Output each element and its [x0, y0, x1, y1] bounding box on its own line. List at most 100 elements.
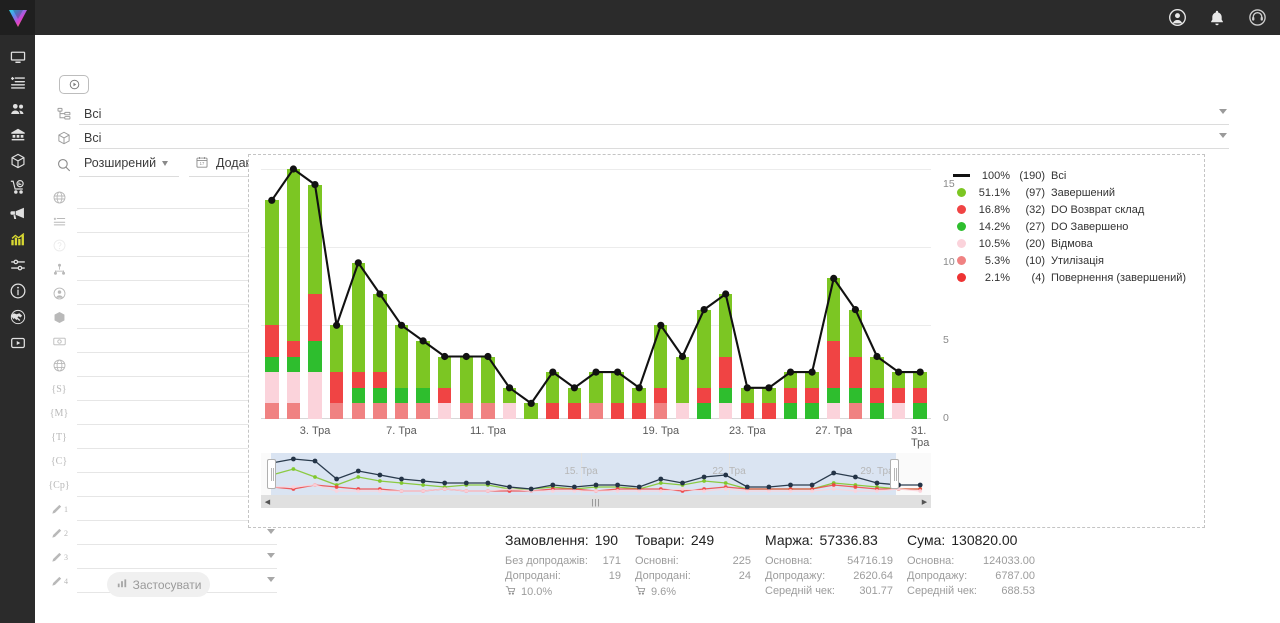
- bar-column[interactable]: [909, 169, 931, 419]
- bar-segment: [848, 403, 862, 419]
- chevron-down-icon[interactable]: [1219, 109, 1227, 114]
- support-headset-icon[interactable]: [1246, 7, 1268, 29]
- filter-select-8[interactable]: [53, 353, 277, 377]
- chevron-down-icon[interactable]: [1219, 133, 1227, 138]
- bar-column[interactable]: [412, 169, 434, 419]
- bar-column[interactable]: [758, 169, 780, 419]
- legend-item[interactable]: 2.1% (4) Повернення (завершений): [949, 269, 1199, 286]
- chevron-down-icon[interactable]: [267, 553, 275, 558]
- bar-column[interactable]: [693, 169, 715, 419]
- filter-select-5[interactable]: [53, 281, 277, 305]
- bar-column[interactable]: [866, 169, 888, 419]
- navigator-scrollbar[interactable]: ◀ ||| ▶: [261, 495, 931, 508]
- sidebar-item-cart-icon[interactable]: [0, 175, 35, 199]
- sidebar-item-monitor-icon[interactable]: [0, 45, 35, 69]
- filter-select-14[interactable]: 1: [52, 497, 277, 521]
- scrollbar-grip[interactable]: |||: [591, 498, 601, 507]
- bar-column[interactable]: [520, 169, 542, 419]
- filter-select-13[interactable]: {Cp}: [48, 473, 277, 497]
- bar-column[interactable]: [434, 169, 456, 419]
- sidebar-item-sliders-icon[interactable]: [0, 253, 35, 277]
- scrollbar-track[interactable]: |||: [274, 495, 918, 508]
- user-account-icon[interactable]: [1166, 7, 1188, 29]
- bar-segment: [848, 356, 862, 388]
- bar-column[interactable]: [564, 169, 586, 419]
- bar-column[interactable]: [499, 169, 521, 419]
- navigator-handle-right[interactable]: [890, 459, 899, 489]
- product-select[interactable]: Всі: [79, 127, 1229, 149]
- bar-column[interactable]: [736, 169, 758, 419]
- chevron-down-icon[interactable]: [267, 529, 275, 534]
- bar-column[interactable]: [628, 169, 650, 419]
- sidebar-item-list-icon[interactable]: [0, 71, 35, 95]
- hierarchy-select[interactable]: Всі: [79, 103, 1229, 125]
- legend-item[interactable]: 10.5% (20) Відмова: [949, 235, 1199, 252]
- bar-column[interactable]: [369, 169, 391, 419]
- summary-line-value: 301.77: [859, 585, 893, 597]
- bar-column[interactable]: [607, 169, 629, 419]
- bar-column[interactable]: [672, 169, 694, 419]
- hierarchy-value: Всі: [84, 106, 102, 121]
- chevron-down-icon[interactable]: [267, 577, 275, 582]
- bar-column[interactable]: [585, 169, 607, 419]
- navigator-date-label: 22. Тра: [712, 466, 746, 477]
- legend-count: (32): [1025, 203, 1045, 216]
- navigator-handle-left[interactable]: [267, 459, 276, 489]
- legend-item[interactable]: 5.3% (10) Утилізація: [949, 252, 1199, 269]
- bar-column[interactable]: [888, 169, 910, 419]
- bar-column[interactable]: [283, 169, 305, 419]
- filter-select-10[interactable]: {M}: [50, 401, 277, 425]
- filter-select-16[interactable]: 3: [52, 545, 277, 569]
- bar-column[interactable]: [801, 169, 823, 419]
- bar-column[interactable]: [780, 169, 802, 419]
- sidebar-item-handshake-icon[interactable]: [0, 305, 35, 329]
- bar-segment: [437, 356, 452, 388]
- bar-column[interactable]: [542, 169, 564, 419]
- filter-select-7[interactable]: [52, 329, 277, 353]
- legend-item[interactable]: 100% (190) Всі: [949, 167, 1199, 184]
- video-tutorial-button[interactable]: [59, 75, 89, 94]
- sidebar-item-chart-bars-icon[interactable]: [0, 227, 35, 251]
- bar-column[interactable]: [326, 169, 348, 419]
- sidebar-item-megaphone-icon[interactable]: [0, 201, 35, 225]
- sidebar-item-box-icon[interactable]: [0, 149, 35, 173]
- summary-line-key: Допродані:: [505, 570, 561, 582]
- bar-column[interactable]: [650, 169, 672, 419]
- sidebar-item-warehouse-icon[interactable]: [0, 123, 35, 147]
- chart-navigator[interactable]: 15. Тра 22. Тра 29. Тра ◀ ||| ▶: [261, 453, 931, 513]
- brand-logo-icon[interactable]: [0, 0, 35, 35]
- chart-legend: 100% (190) Всі 51.1% (97) Завершений 16.8% (32)…: [949, 167, 1199, 286]
- bar-column[interactable]: [477, 169, 499, 419]
- legend-count: (10): [1025, 254, 1045, 267]
- bar-column[interactable]: [347, 169, 369, 419]
- filter-select-11[interactable]: {T}: [51, 425, 277, 449]
- filter-select-15[interactable]: 2: [52, 521, 277, 545]
- scroll-right-arrow-icon[interactable]: ▶: [918, 495, 931, 508]
- bar-column[interactable]: [391, 169, 413, 419]
- navigator-date-labels: 15. Тра 22. Тра 29. Тра: [261, 466, 931, 480]
- chevron-down-icon[interactable]: [162, 160, 169, 166]
- filter-select-1[interactable]: [53, 185, 277, 209]
- bar-column[interactable]: [261, 169, 283, 419]
- sidebar-item-info-circle-icon[interactable]: [0, 279, 35, 303]
- legend-item[interactable]: 51.1% (97) Завершений: [949, 184, 1199, 201]
- filter-select-9[interactable]: {S}: [51, 377, 277, 401]
- bar-column[interactable]: [844, 169, 866, 419]
- filter-select-4[interactable]: [53, 257, 277, 281]
- bar-segment: [913, 387, 927, 404]
- apply-button[interactable]: Застосувати: [107, 572, 210, 597]
- scroll-left-arrow-icon[interactable]: ◀: [261, 495, 274, 508]
- search-mode-select[interactable]: Розширений: [79, 154, 179, 177]
- sidebar-item-play-square-icon[interactable]: [0, 331, 35, 355]
- notification-bell-icon[interactable]: [1206, 7, 1228, 29]
- sidebar-item-users-icon[interactable]: [0, 97, 35, 121]
- bar-column[interactable]: [455, 169, 477, 419]
- bar-segment: [265, 356, 279, 373]
- legend-marker: [949, 205, 973, 214]
- filter-select-12[interactable]: {C}: [51, 449, 277, 473]
- legend-item[interactable]: 14.2% (27) DO Завершено: [949, 218, 1199, 235]
- filter-select-2[interactable]: [53, 209, 277, 233]
- legend-item[interactable]: 16.8% (32) DO Возврат склад: [949, 201, 1199, 218]
- filter-select-3[interactable]: [53, 233, 277, 257]
- filter-select-6[interactable]: [54, 305, 277, 329]
